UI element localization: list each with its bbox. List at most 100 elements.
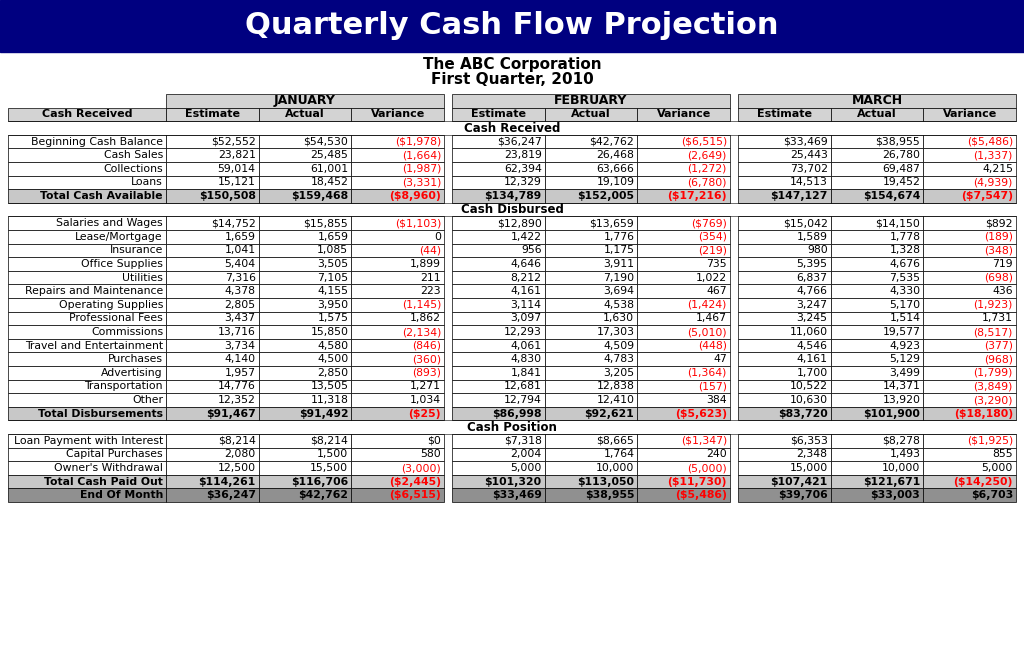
Text: MARCH: MARCH [851, 94, 902, 107]
Text: 1,659: 1,659 [224, 232, 256, 242]
Bar [166, 380, 259, 393]
Text: ($25): ($25) [409, 409, 441, 419]
Text: Actual: Actual [857, 109, 897, 120]
Text: Advertising: Advertising [101, 368, 163, 378]
Bar [8, 352, 166, 366]
Bar [259, 230, 351, 244]
Bar [452, 285, 545, 298]
Text: 18,452: 18,452 [310, 177, 348, 187]
Bar [8, 488, 166, 502]
Bar [924, 271, 1016, 285]
Bar [351, 448, 444, 462]
Bar [924, 488, 1016, 502]
Text: 10,522: 10,522 [790, 382, 827, 391]
Bar [830, 257, 924, 271]
Text: 0: 0 [434, 232, 441, 242]
Bar [924, 407, 1016, 421]
Text: 1,493: 1,493 [889, 449, 921, 460]
Text: 4,215: 4,215 [982, 164, 1013, 174]
Text: 7,535: 7,535 [889, 272, 921, 283]
Text: $14,150: $14,150 [876, 218, 921, 228]
Text: 2,805: 2,805 [224, 300, 256, 310]
Text: 47: 47 [714, 354, 727, 364]
Text: (377): (377) [984, 341, 1013, 350]
Text: $33,469: $33,469 [783, 136, 827, 147]
Bar [8, 230, 166, 244]
Bar [924, 448, 1016, 462]
Bar [452, 162, 545, 176]
Bar [8, 298, 166, 311]
Bar [830, 339, 924, 352]
Text: 3,247: 3,247 [797, 300, 827, 310]
Bar [8, 407, 166, 421]
Text: 8,212: 8,212 [511, 272, 542, 283]
Text: $54,530: $54,530 [303, 136, 348, 147]
Text: Cash Received: Cash Received [42, 109, 132, 120]
Bar [637, 257, 730, 271]
Text: Total Cash Available: Total Cash Available [41, 191, 163, 201]
Bar [166, 448, 259, 462]
Text: Cash Received: Cash Received [464, 122, 560, 135]
Bar [166, 162, 259, 176]
Text: 4,923: 4,923 [889, 341, 921, 350]
Bar [545, 352, 637, 366]
Bar [924, 474, 1016, 488]
Text: $86,998: $86,998 [493, 409, 542, 419]
Text: 580: 580 [420, 449, 441, 460]
Bar [924, 176, 1016, 189]
Text: 1,700: 1,700 [797, 368, 827, 378]
Text: 7,316: 7,316 [224, 272, 256, 283]
Text: (5,010): (5,010) [687, 327, 727, 337]
Bar [351, 162, 444, 176]
Text: 1,862: 1,862 [410, 313, 441, 324]
Text: $91,492: $91,492 [299, 409, 348, 419]
Bar [545, 108, 637, 121]
Bar [637, 135, 730, 148]
Bar [738, 108, 830, 121]
Text: ($6,515): ($6,515) [389, 490, 441, 501]
Bar [452, 393, 545, 407]
Text: 12,681: 12,681 [504, 382, 542, 391]
Bar [738, 448, 830, 462]
Text: $42,762: $42,762 [590, 136, 634, 147]
Text: (1,923): (1,923) [974, 300, 1013, 310]
Text: 14,371: 14,371 [883, 382, 921, 391]
Bar [166, 176, 259, 189]
Bar [351, 434, 444, 448]
Text: 4,830: 4,830 [511, 354, 542, 364]
Bar [637, 352, 730, 366]
Text: Operating Supplies: Operating Supplies [58, 300, 163, 310]
Text: Transportation: Transportation [85, 382, 163, 391]
Bar [166, 407, 259, 421]
Text: 61,001: 61,001 [310, 164, 348, 174]
Bar [924, 189, 1016, 203]
Text: $38,955: $38,955 [876, 136, 921, 147]
Text: $8,665: $8,665 [596, 436, 634, 446]
Bar [637, 462, 730, 474]
Bar [545, 148, 637, 162]
Bar [738, 162, 830, 176]
Bar [830, 488, 924, 502]
Bar [452, 407, 545, 421]
Bar [830, 462, 924, 474]
Text: (1,424): (1,424) [688, 300, 727, 310]
Text: $150,508: $150,508 [199, 191, 256, 201]
Text: 4,500: 4,500 [317, 354, 348, 364]
Bar [351, 257, 444, 271]
Bar [351, 135, 444, 148]
Bar [637, 162, 730, 176]
Bar [452, 311, 545, 325]
Text: 10,630: 10,630 [790, 395, 827, 405]
Bar [545, 176, 637, 189]
Bar [637, 448, 730, 462]
Bar [637, 488, 730, 502]
Text: (1,987): (1,987) [401, 164, 441, 174]
Text: Beginning Cash Balance: Beginning Cash Balance [31, 136, 163, 147]
Text: ($1,978): ($1,978) [394, 136, 441, 147]
Text: 1,957: 1,957 [224, 368, 256, 378]
Bar [8, 474, 166, 488]
Text: (354): (354) [698, 232, 727, 242]
Bar [351, 271, 444, 285]
Text: 3,437: 3,437 [224, 313, 256, 324]
Text: 240: 240 [707, 449, 727, 460]
